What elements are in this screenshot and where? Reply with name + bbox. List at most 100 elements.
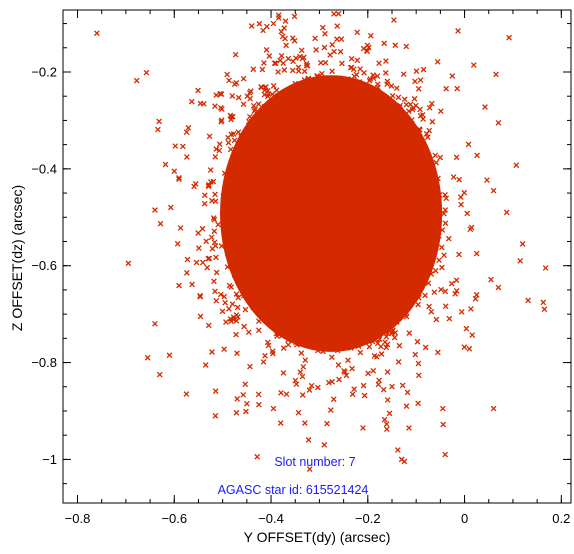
- cloud-marker: [282, 242, 289, 248]
- cloud-marker: [415, 85, 422, 92]
- cloud-marker: [197, 293, 204, 300]
- cloud-marker: [372, 137, 379, 144]
- cloud-marker: [291, 13, 298, 20]
- cloud-marker: [352, 295, 359, 302]
- cloud-marker: [328, 334, 335, 341]
- cloud-marker: [201, 192, 208, 199]
- cloud-marker: [433, 183, 440, 190]
- cloud-marker: [354, 127, 361, 134]
- cloud-marker: [269, 275, 276, 282]
- cloud-marker: [210, 215, 217, 221]
- cloud-marker: [246, 252, 253, 258]
- cloud-marker: [275, 69, 281, 75]
- cloud-marker: [227, 146, 234, 153]
- cloud-marker: [295, 409, 302, 416]
- cloud-marker: [249, 290, 256, 296]
- cloud-marker: [389, 92, 396, 99]
- cloud-marker: [461, 344, 468, 351]
- cloud-marker: [406, 330, 413, 336]
- cloud-marker: [235, 161, 242, 168]
- cloud-marker: [382, 70, 389, 76]
- cloud-marker: [290, 221, 297, 228]
- cloud-marker: [389, 279, 396, 286]
- cloud-marker: [374, 73, 381, 79]
- cloud-marker: [332, 250, 338, 256]
- cloud-marker: [400, 71, 407, 78]
- cloud-marker: [378, 343, 384, 350]
- cloud-marker: [269, 259, 276, 265]
- cloud-marker: [298, 264, 304, 270]
- cloud-marker: [315, 164, 322, 171]
- cloud-marker: [325, 256, 331, 263]
- cloud-marker: [335, 10, 342, 17]
- cloud-marker: [439, 227, 446, 233]
- cloud-marker: [305, 321, 311, 328]
- cloud-marker: [285, 55, 292, 62]
- cloud-marker: [311, 183, 318, 189]
- cloud-marker: [278, 389, 284, 396]
- cloud-marker: [441, 210, 447, 217]
- cloud-marker: [212, 288, 218, 295]
- cloud-marker: [235, 230, 242, 236]
- cloud-marker: [261, 230, 267, 237]
- cloud-marker: [353, 280, 360, 287]
- cloud-marker: [370, 220, 376, 227]
- x-tick-label: −0.8: [65, 511, 91, 526]
- cloud-marker: [324, 420, 330, 427]
- cloud-marker: [322, 164, 328, 171]
- cloud-marker: [342, 222, 349, 228]
- cloud-marker: [422, 344, 429, 351]
- cloud-marker: [351, 85, 358, 92]
- cloud-marker: [278, 202, 285, 208]
- cloud-marker: [319, 70, 325, 77]
- cloud-marker: [416, 151, 423, 157]
- cloud-marker: [304, 179, 310, 185]
- cloud-marker: [294, 306, 301, 312]
- cloud-marker: [222, 216, 229, 222]
- cloud-marker: [243, 209, 250, 216]
- cloud-marker: [369, 331, 376, 337]
- cloud-marker: [176, 176, 182, 183]
- cloud-marker: [293, 55, 299, 62]
- cloud-marker: [339, 161, 346, 168]
- cloud-marker: [341, 151, 348, 158]
- cloud-marker: [172, 143, 179, 149]
- cloud-marker: [216, 141, 223, 148]
- cloud-marker: [394, 161, 401, 167]
- cloud-marker: [260, 223, 266, 230]
- cloud-marker: [233, 318, 240, 324]
- cloud-marker: [258, 226, 265, 233]
- cloud-marker: [303, 236, 310, 243]
- cloud-marker: [305, 84, 312, 90]
- cloud-marker: [211, 228, 218, 235]
- cloud-marker: [312, 35, 318, 42]
- cloud-marker: [280, 60, 287, 67]
- cloud-marker: [380, 386, 387, 393]
- cloud-marker: [236, 176, 243, 183]
- cloud-marker: [342, 343, 349, 350]
- cloud-marker: [367, 155, 374, 162]
- cloud-marker: [252, 106, 259, 113]
- cloud-marker: [228, 259, 234, 265]
- cloud-marker: [289, 226, 296, 233]
- cloud-marker: [381, 312, 388, 319]
- cloud-marker: [338, 344, 344, 351]
- cloud-marker: [272, 109, 279, 116]
- cloud-marker: [283, 216, 289, 223]
- cloud-marker: [425, 280, 432, 287]
- cloud-marker: [377, 168, 383, 175]
- cloud-marker: [292, 284, 299, 291]
- cloud-marker: [246, 113, 253, 120]
- cloud-marker: [406, 244, 413, 251]
- cloud-marker: [418, 251, 424, 257]
- cloud-marker: [321, 174, 328, 181]
- cloud-marker: [340, 105, 347, 112]
- cloud-marker: [319, 24, 326, 31]
- cloud-marker: [384, 426, 390, 433]
- cloud-marker: [438, 286, 444, 293]
- cloud-marker: [412, 166, 419, 173]
- cloud-marker: [382, 339, 388, 345]
- cloud-marker: [435, 349, 441, 356]
- cloud-marker: [298, 258, 305, 265]
- cloud-marker: [375, 185, 382, 192]
